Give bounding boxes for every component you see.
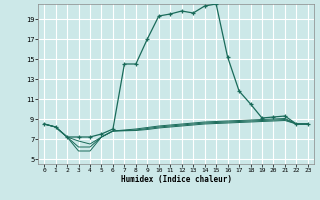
X-axis label: Humidex (Indice chaleur): Humidex (Indice chaleur): [121, 175, 231, 184]
